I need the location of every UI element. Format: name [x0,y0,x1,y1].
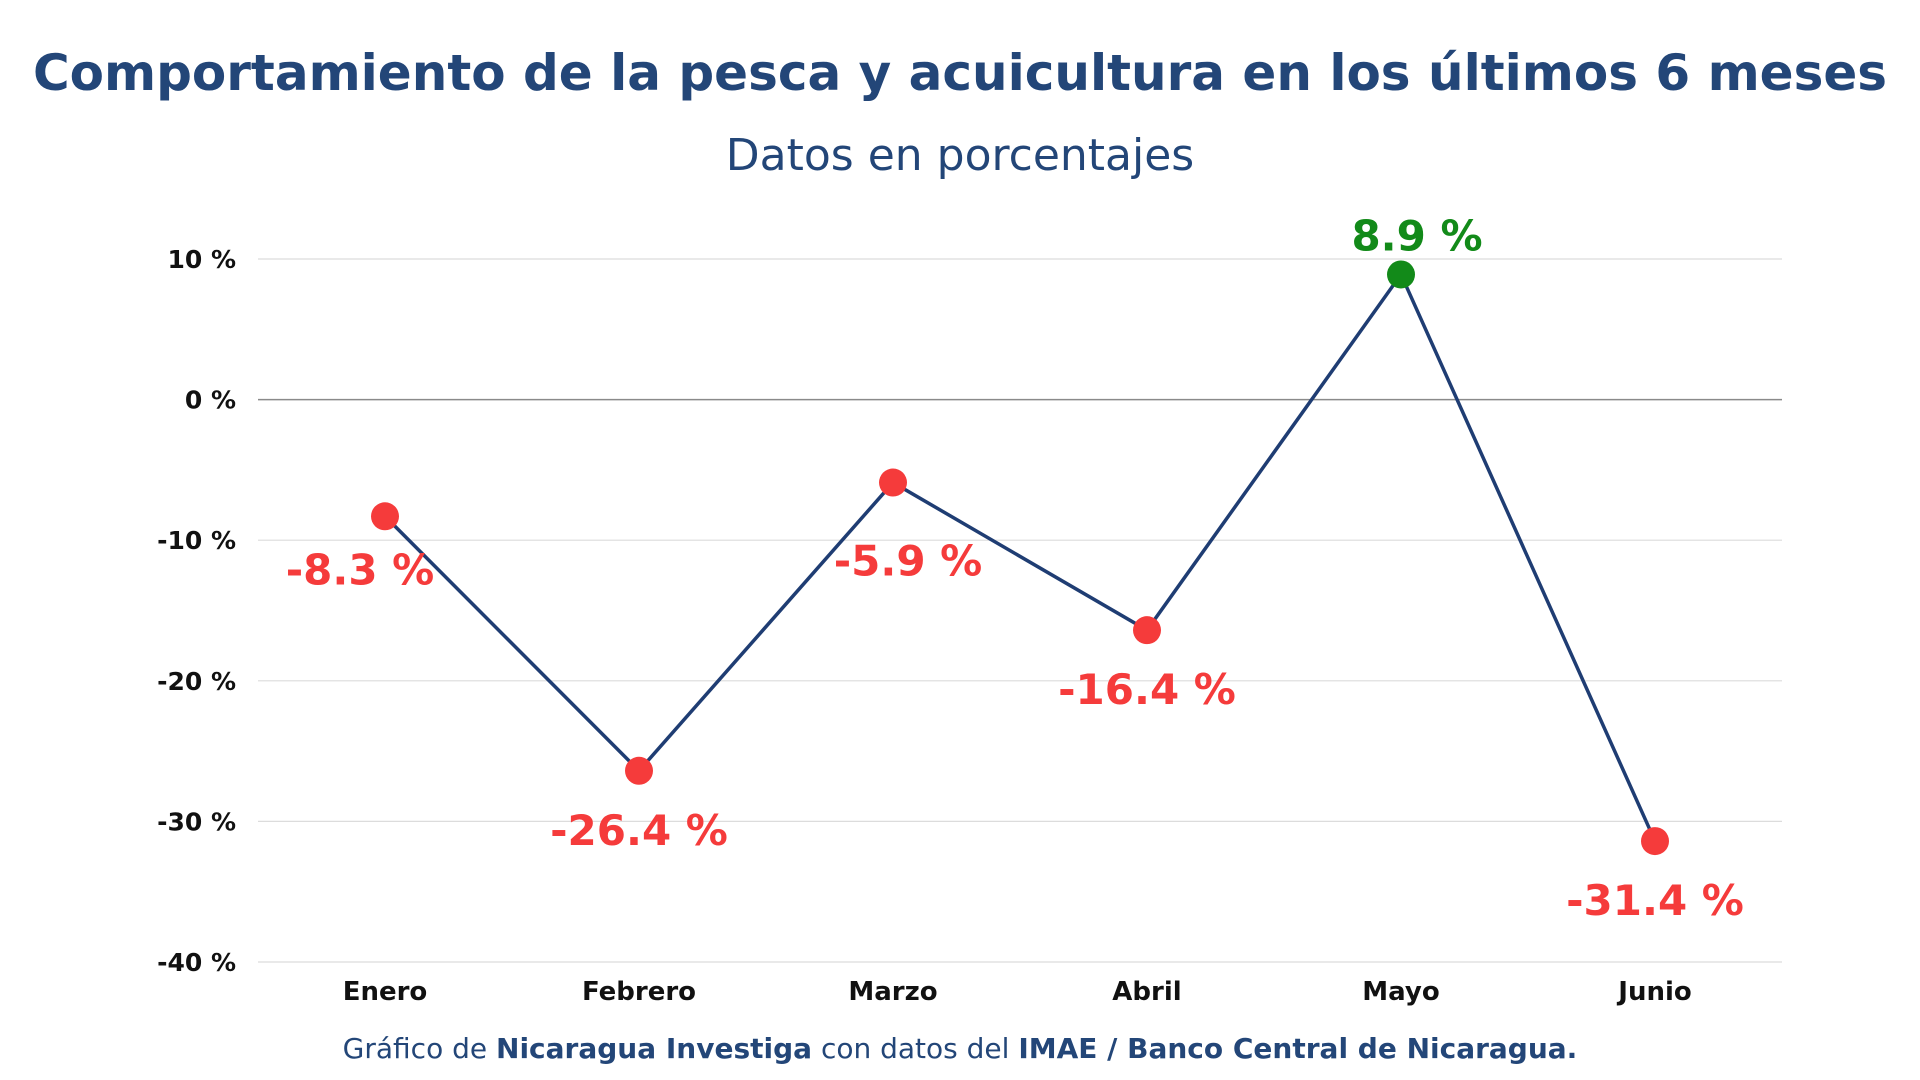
data-label: -16.4 % [1058,665,1236,714]
data-label: -31.4 % [1566,876,1744,925]
footer-data-source: IMAE / Banco Central de Nicaragua. [1018,1032,1577,1065]
x-tick-label: Mayo [1362,977,1439,1007]
y-tick-label: -30 % [157,807,236,836]
gridlines [258,258,1782,963]
data-label: -8.3 % [286,545,435,594]
y-tick-label: -40 % [157,948,236,977]
x-tick-label: Enero [343,977,428,1007]
data-label: -5.9 % [834,537,983,586]
data-labels: -8.3 % -26.4 % -5.9 % -16.4 % 8.9 % -31.4 % [286,211,1744,925]
chart-subtitle: Datos en porcentajes [726,130,1194,181]
data-point [1133,616,1161,645]
footer-middle: con datos del [812,1032,1018,1065]
data-label: -26.4 % [550,806,728,855]
y-axis-ticks: 10 % 0 % -10 % -20 % -30 % -40 % [157,245,236,977]
x-tick-label: Junio [1616,977,1691,1007]
data-point [1387,260,1415,289]
y-tick-label: 0 % [185,386,236,415]
chart-title: Comportamiento de la pesca y acuicultura… [33,44,1887,102]
y-tick-label: 10 % [167,245,236,274]
data-label: 8.9 % [1351,211,1482,260]
data-point [879,468,907,497]
footer-source-name: Nicaragua Investiga [496,1032,812,1065]
x-tick-label: Marzo [848,977,937,1007]
source-footer: Gráfico de Nicaragua Investiga con datos… [343,1032,1578,1065]
y-tick-label: -20 % [157,667,236,696]
data-point [371,502,399,531]
data-point [1641,827,1669,856]
series-line [383,272,1657,842]
x-tick-label: Abril [1112,977,1181,1007]
data-point [625,756,653,785]
x-tick-label: Febrero [582,977,696,1007]
y-tick-label: -10 % [157,526,236,555]
x-axis-ticks: Enero Febrero Marzo Abril Mayo Junio [343,977,1692,1007]
data-points [371,260,1669,856]
footer-prefix: Gráfico de [343,1032,496,1065]
